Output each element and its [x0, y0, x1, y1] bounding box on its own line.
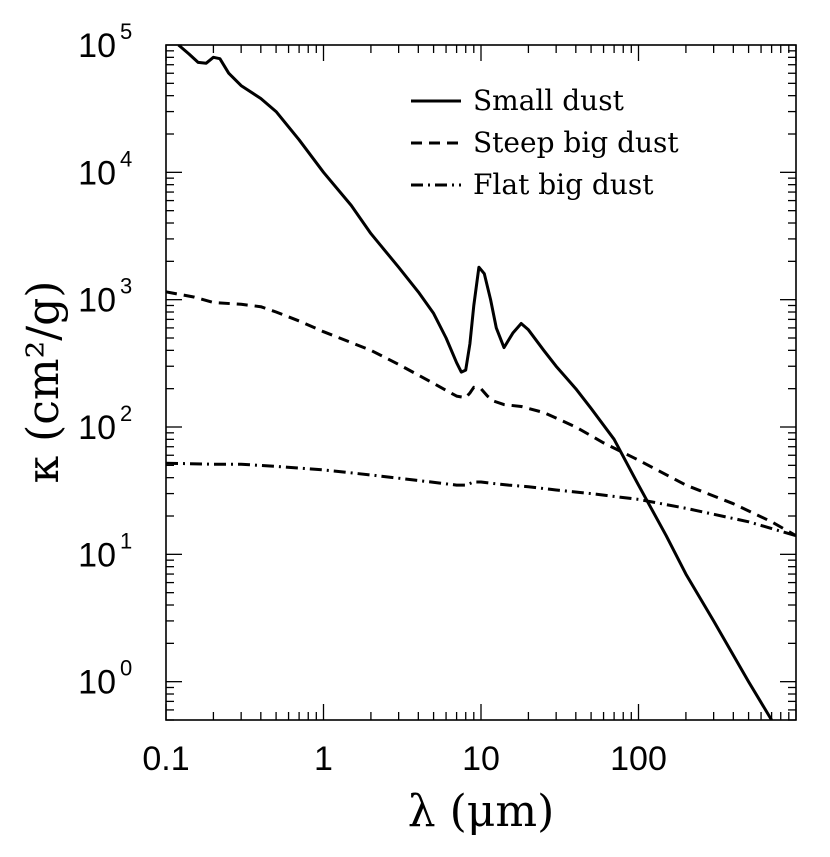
x-axis-title: λ (μm)	[408, 786, 555, 837]
series-line-steep-big-dust	[166, 290, 796, 538]
legend: Small dust Steep big dust Flat big dust	[411, 84, 679, 201]
y-tick-label-exponent: 0	[120, 656, 132, 681]
y-tick-label-base: 10	[78, 27, 116, 65]
y-tick-label-base: 10	[78, 664, 116, 702]
y-tick-label-exponent: 3	[120, 274, 132, 299]
tick-marks	[165, 44, 797, 721]
y-axis-title: κ (cm²/g)	[18, 281, 69, 484]
x-tick-label: 1	[314, 740, 333, 778]
y-tick-label-exponent: 1	[120, 528, 132, 553]
y-tick-label-base: 10	[78, 409, 116, 447]
y-tick-label-base: 10	[78, 536, 116, 574]
series-line-small-dust	[177, 45, 773, 720]
y-tick-label-base: 10	[78, 154, 116, 192]
x-tick-labels: 0.1 1 10 100	[142, 740, 667, 778]
series-layer	[166, 45, 796, 720]
y-tick-label-exponent: 5	[120, 19, 132, 44]
x-tick-label: 10	[462, 740, 500, 778]
legend-label: Steep big dust	[473, 126, 679, 159]
series-line-flat-big-dust	[166, 461, 796, 538]
y-tick-label-exponent: 2	[120, 401, 132, 426]
x-tick-label: 100	[610, 740, 667, 778]
y-tick-label-exponent: 4	[120, 146, 132, 171]
y-tick-label-base: 10	[78, 282, 116, 320]
x-tick-label: 0.1	[142, 740, 189, 778]
legend-label: Small dust	[473, 84, 625, 117]
legend-label: Flat big dust	[473, 168, 654, 201]
